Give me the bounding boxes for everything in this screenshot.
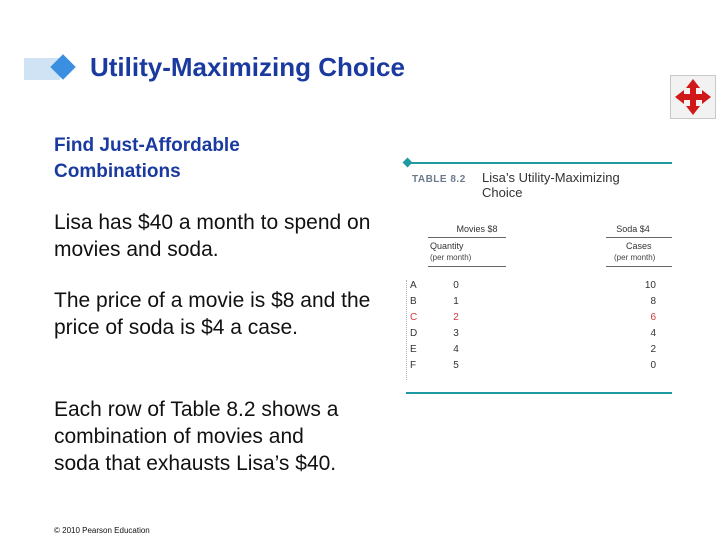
row-label-divider — [406, 280, 673, 380]
table-row: B 1 8 — [396, 296, 678, 312]
row-quantity: 1 — [453, 296, 459, 307]
row-quantity: 2 — [453, 312, 459, 323]
soda-column-header: Soda $4 — [616, 224, 650, 234]
row-cases: 8 — [650, 296, 656, 307]
slide-title: Utility-Maximizing Choice — [90, 52, 405, 82]
table-row: A 0 10 — [396, 280, 678, 296]
title-bullet-graphic — [24, 52, 78, 82]
row-label: A — [410, 280, 417, 291]
soda-header-rule — [606, 237, 672, 238]
table-body: A 0 10 B 1 8 C 2 6 D 3 4 E 4 2 F 5 0 — [396, 280, 678, 376]
table-bottom-rule — [406, 392, 672, 394]
movies-unit: (per month) — [430, 253, 472, 262]
row-label: E — [410, 344, 417, 355]
paragraph-budget: Lisa has $40 a month to spend on movies … — [54, 211, 371, 261]
table-row: E 4 2 — [396, 344, 678, 360]
row-cases: 2 — [650, 344, 656, 355]
table-label: TABLE 8.2 — [412, 174, 466, 185]
paragraph-prices: The price of a movie is $8 and the price… — [54, 289, 371, 339]
table-row: F 5 0 — [396, 360, 678, 376]
table-row: C 2 6 — [396, 312, 678, 328]
slide-subtitle: Find Just-Affordable Combinations — [54, 135, 240, 182]
row-cases: 4 — [650, 328, 656, 339]
soda-unit: (per month) — [614, 253, 656, 262]
movies-header-rule — [428, 237, 506, 238]
row-cases: 10 — [644, 280, 656, 291]
copyright-footer: © 2010 Pearson Education — [54, 526, 150, 535]
row-label: B — [410, 296, 417, 307]
four-way-arrows-icon[interactable] — [670, 75, 716, 119]
row-quantity: 4 — [453, 344, 459, 355]
movies-subheader: Quantity — [430, 241, 464, 251]
paragraph-combinations: Each row of Table 8.2 shows a combinatio… — [54, 398, 339, 475]
row-quantity: 5 — [453, 360, 459, 371]
movies-subheader-rule — [428, 266, 506, 267]
movies-column-header: Movies $8 — [456, 224, 498, 234]
row-cases: 0 — [650, 360, 656, 371]
row-label: C — [410, 312, 418, 323]
table-top-rule — [406, 162, 672, 164]
row-quantity: 3 — [453, 328, 459, 339]
soda-subheader: Cases — [626, 241, 652, 251]
soda-subheader-rule — [606, 266, 672, 267]
table-8-2: TABLE 8.2 Lisa’s Utility-Maximizing Choi… — [396, 152, 678, 402]
row-label: F — [410, 360, 417, 371]
row-label: D — [410, 328, 418, 339]
table-row: D 3 4 — [396, 328, 678, 344]
row-quantity: 0 — [453, 280, 459, 291]
table-title: Lisa’s Utility-Maximizing Choice — [482, 170, 620, 200]
table-dot-icon — [402, 157, 413, 168]
title-bullet-bar — [24, 58, 60, 80]
row-cases: 6 — [650, 312, 656, 323]
